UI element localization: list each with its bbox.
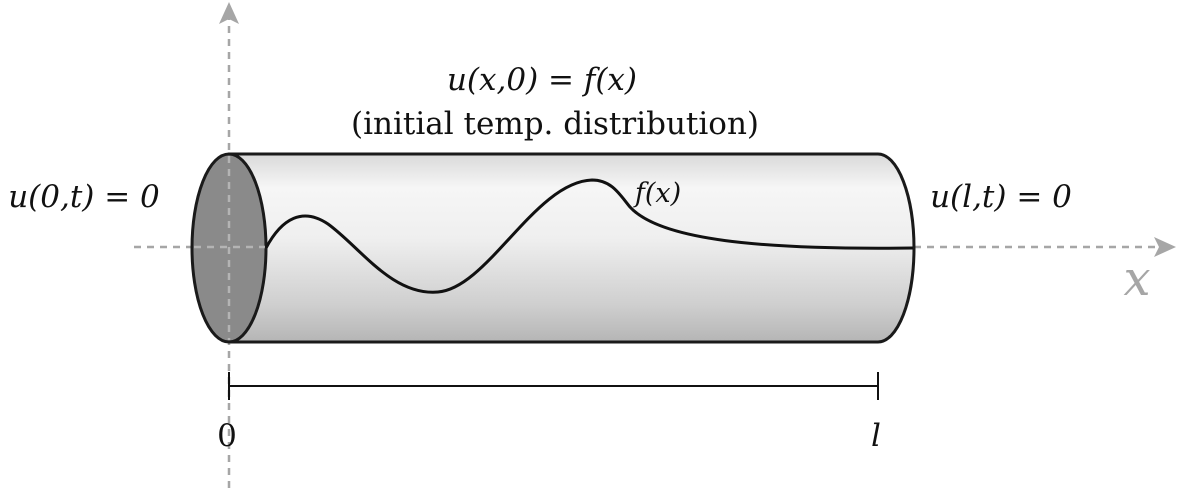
x-axis-label: x: [1123, 251, 1150, 307]
right-boundary-condition: u(l,t) = 0: [930, 179, 1072, 215]
origin-label: 0: [217, 418, 237, 454]
vertical-axis-arrowhead: [219, 2, 239, 24]
rod-body: [227, 152, 916, 344]
curve-label: f(x): [633, 178, 681, 209]
initial-temperature-curve: [264, 178, 914, 294]
x-axis-arrowhead: [1154, 237, 1176, 257]
initial-description-label: (initial temp. distribution): [351, 106, 759, 142]
left-boundary-condition: u(0,t) = 0: [8, 179, 160, 215]
initial-condition-label: u(x,0) = f(x): [447, 62, 637, 98]
length-label: l: [871, 418, 881, 454]
